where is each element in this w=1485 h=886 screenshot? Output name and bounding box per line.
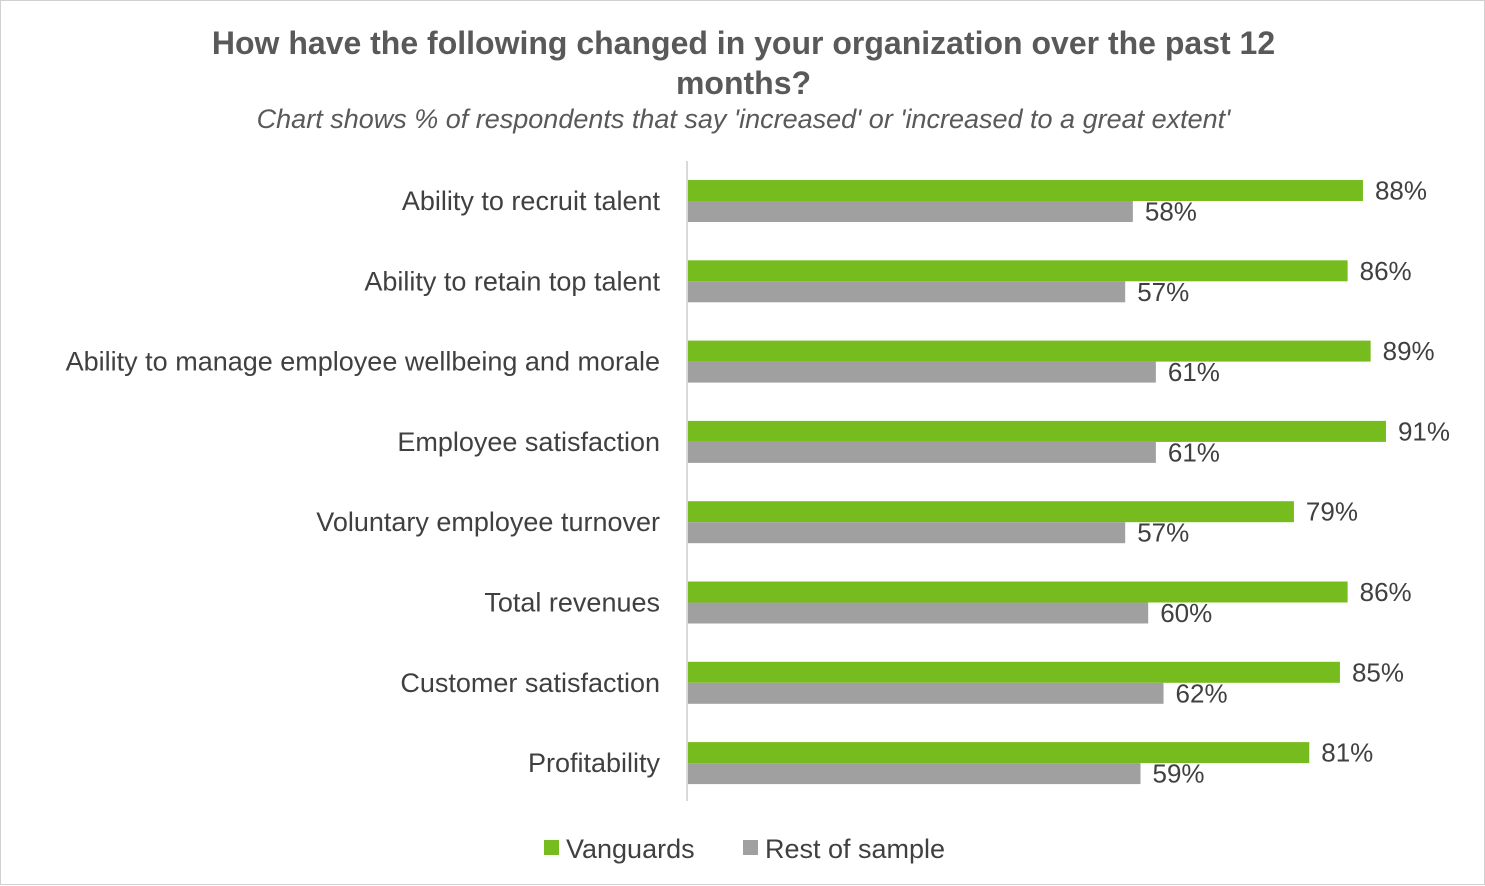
bar-vanguards-ability-to-retain-top-talent xyxy=(688,260,1348,282)
category-label-customer-satisfaction: Customer satisfaction xyxy=(400,668,660,698)
data-label-rest-of-sample-customer-satisfaction: 62% xyxy=(1176,678,1228,708)
data-label-vanguards-ability-to-recruit-talent: 88% xyxy=(1375,176,1427,206)
bar-rest-of-sample-profitability xyxy=(688,763,1141,785)
data-label-rest-of-sample-employee-satisfaction: 61% xyxy=(1168,437,1220,467)
data-label-rest-of-sample-profitability: 59% xyxy=(1153,759,1205,789)
data-label-vanguards-voluntary-employee-turnover: 79% xyxy=(1306,497,1358,527)
bar-rest-of-sample-customer-satisfaction xyxy=(688,682,1164,704)
data-label-vanguards-ability-to-manage-employee-wellbeing-and-morale: 89% xyxy=(1383,336,1435,366)
legend-label-vanguards: Vanguards xyxy=(566,834,695,864)
data-label-rest-of-sample-voluntary-employee-turnover: 57% xyxy=(1137,518,1189,548)
bar-rest-of-sample-total-revenues xyxy=(688,602,1149,624)
legend-swatch-rest-of-sample xyxy=(743,840,758,855)
data-label-rest-of-sample-ability-to-recruit-talent: 58% xyxy=(1145,197,1197,227)
category-label-profitability: Profitability xyxy=(528,748,661,778)
chart-title: How have the following changed in your o… xyxy=(211,25,1276,101)
bar-vanguards-employee-satisfaction xyxy=(688,420,1386,442)
bar-vanguards-voluntary-employee-turnover xyxy=(688,501,1294,523)
data-label-rest-of-sample-ability-to-retain-top-talent: 57% xyxy=(1137,277,1189,307)
bar-rest-of-sample-voluntary-employee-turnover xyxy=(688,522,1126,544)
data-label-vanguards-employee-satisfaction: 91% xyxy=(1398,416,1450,446)
chart-subtitle: Chart shows % of respondents that say 'i… xyxy=(256,104,1231,134)
data-label-vanguards-profitability: 81% xyxy=(1321,738,1373,768)
bar-rest-of-sample-ability-to-retain-top-talent xyxy=(688,281,1126,303)
category-label-employee-satisfaction: Employee satisfaction xyxy=(397,427,660,457)
category-label-total-revenues: Total revenues xyxy=(484,588,660,618)
data-label-vanguards-ability-to-retain-top-talent: 86% xyxy=(1360,256,1412,286)
legend-label-rest-of-sample: Rest of sample xyxy=(765,834,945,864)
bar-vanguards-customer-satisfaction xyxy=(688,661,1340,683)
legend-swatch-vanguards xyxy=(544,840,559,855)
bar-vanguards-profitability xyxy=(688,742,1310,764)
data-label-vanguards-total-revenues: 86% xyxy=(1360,577,1412,607)
category-label-ability-to-retain-top-talent: Ability to retain top talent xyxy=(364,266,660,296)
bar-rest-of-sample-ability-to-manage-employee-wellbeing-and-morale xyxy=(688,361,1156,383)
bar-vanguards-ability-to-recruit-talent xyxy=(688,180,1363,201)
data-label-rest-of-sample-ability-to-manage-employee-wellbeing-and-morale: 61% xyxy=(1168,357,1220,387)
category-label-ability-to-manage-employee-wellbeing-and-morale: Ability to manage employee wellbeing and… xyxy=(66,347,660,377)
data-label-vanguards-customer-satisfaction: 85% xyxy=(1352,657,1404,687)
bar-vanguards-total-revenues xyxy=(688,581,1348,603)
bar-rest-of-sample-employee-satisfaction xyxy=(688,441,1156,463)
category-label-ability-to-recruit-talent: Ability to recruit talent xyxy=(402,186,661,216)
data-label-rest-of-sample-total-revenues: 60% xyxy=(1160,598,1212,628)
category-label-voluntary-employee-turnover: Voluntary employee turnover xyxy=(316,507,660,537)
bar-vanguards-ability-to-manage-employee-wellbeing-and-morale xyxy=(688,340,1371,362)
bar-rest-of-sample-ability-to-recruit-talent xyxy=(688,201,1133,222)
